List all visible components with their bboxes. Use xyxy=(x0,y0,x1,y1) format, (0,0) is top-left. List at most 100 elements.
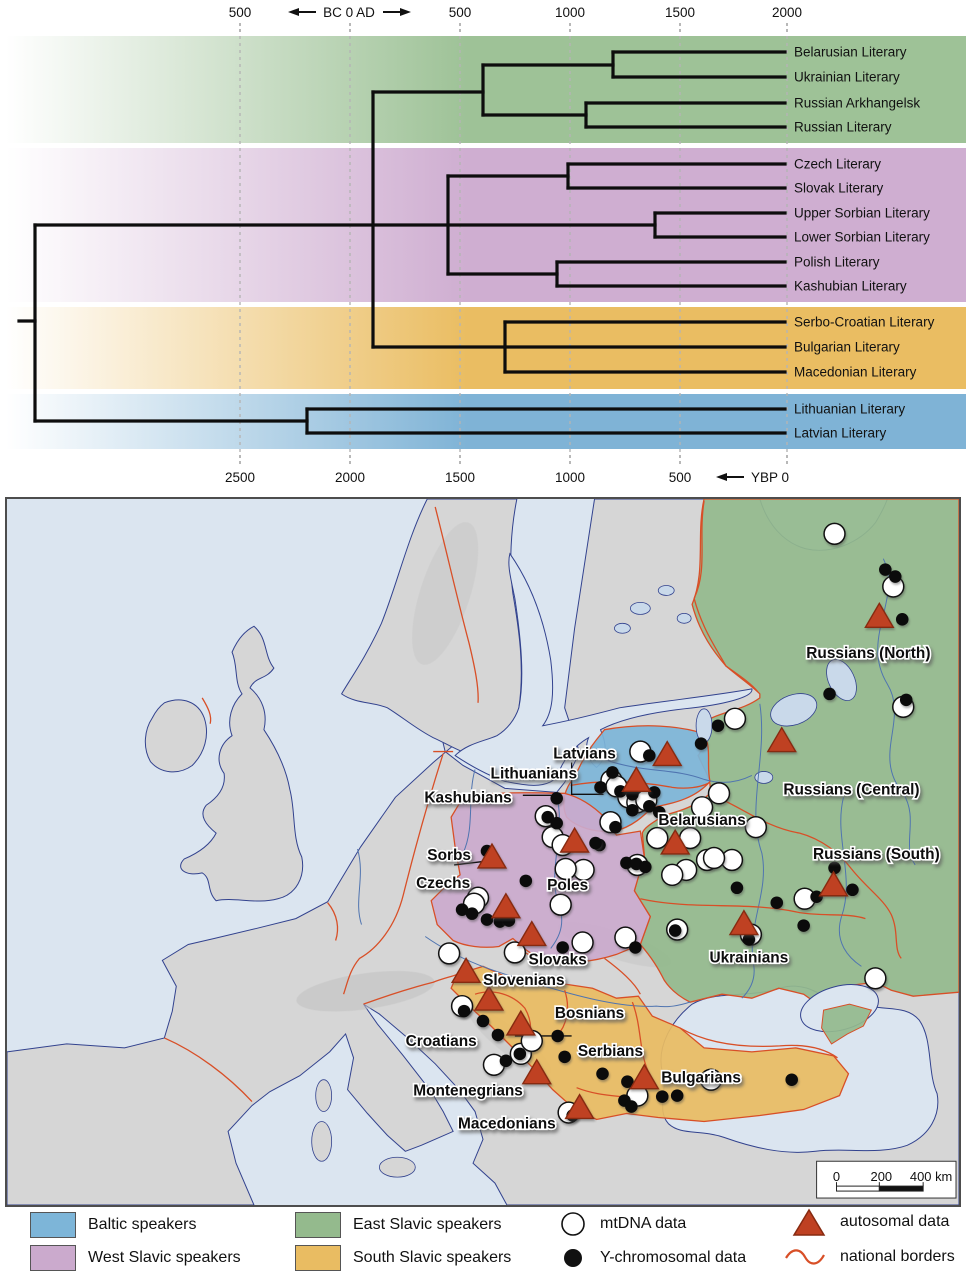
autosomal-marker xyxy=(660,828,691,855)
axis-top-tick-label: 2000 xyxy=(772,5,802,20)
population-label: Sorbs xyxy=(427,847,471,864)
rivers xyxy=(357,558,916,1008)
land-ireland xyxy=(144,699,208,773)
tree-leaf-label: Polish Literary xyxy=(794,255,880,270)
tree-leaf-label: Belarusian Literary xyxy=(794,45,907,60)
ad-arrow-right-icon xyxy=(383,8,411,16)
y-chromosomal-marker xyxy=(823,687,836,701)
population-label: Latvians xyxy=(553,746,616,763)
y-chromosomal-marker xyxy=(668,924,682,937)
autosomal-marker xyxy=(766,726,797,753)
y-chromosomal-marker xyxy=(648,786,661,799)
mtdna-marker xyxy=(554,857,577,881)
autosomal-marker xyxy=(521,1058,552,1085)
mtdna-marker xyxy=(699,1068,723,1091)
tree-leaf-label: Kashubian Literary xyxy=(794,279,907,294)
europe-map: Russians (North) Russians (Central) Russia… xyxy=(7,499,959,1205)
population-label: Ukrainians xyxy=(709,949,788,966)
south-slavic-swatch-icon xyxy=(295,1245,341,1271)
legend-label: East Slavic speakers xyxy=(353,1216,502,1233)
legend-item-mtdna: mtDNA data xyxy=(558,1210,686,1238)
label-pointer-line xyxy=(570,762,604,795)
population-label: Belarusians xyxy=(658,812,745,829)
population-label: Russians (South) xyxy=(813,846,940,863)
y-chromosomal-marker xyxy=(465,907,479,920)
tree-leaf-label: Russian Literary xyxy=(794,120,892,135)
tree-axis-bottom: YBP 0 2500 2000 1500 1000 500 xyxy=(225,470,789,485)
y-chromosomal-marker xyxy=(519,874,533,888)
axis-top-tick-label: 500 xyxy=(449,5,472,20)
island-corsica xyxy=(315,1079,333,1112)
legend-label: autosomal data xyxy=(840,1213,950,1230)
population-label: Slovaks xyxy=(529,951,587,968)
y-chromosomal-marker xyxy=(550,816,563,830)
land-britain xyxy=(180,625,304,902)
population-label: Montenegrians xyxy=(413,1083,523,1100)
population-label: Kashubians xyxy=(424,789,511,806)
mtdna-marker xyxy=(503,941,527,964)
tree-axis-top: BC 0 AD 500 500 1000 1500 2000 xyxy=(229,5,802,20)
y-chromosomal-marker xyxy=(480,913,494,926)
y-chromosomal-marker xyxy=(551,1029,564,1043)
autosomal-marker xyxy=(476,842,508,869)
y-chromosomal-marker xyxy=(730,881,744,895)
y-chromosomal-marker xyxy=(621,1075,634,1088)
tree-leaf-label: Latvian Literary xyxy=(794,426,887,441)
autosomal-marker xyxy=(629,1063,660,1090)
west-slavic-swatch-icon xyxy=(30,1245,76,1271)
mtdna-marker xyxy=(614,926,637,949)
scale-0: 0 xyxy=(833,1169,840,1184)
tree-leaf-label: Lower Sorbian Literary xyxy=(794,230,930,245)
mtdna-marker xyxy=(744,815,768,839)
region-crimea xyxy=(821,1003,873,1045)
population-label: Macedonians xyxy=(458,1115,556,1132)
baltic-swatch-icon xyxy=(30,1212,76,1238)
axis-bottom-tick-label: 1500 xyxy=(445,470,475,485)
y-chromosomal-marker xyxy=(455,903,469,916)
ybp-arrow-left-icon xyxy=(716,473,744,481)
mtdna-marker xyxy=(571,931,594,954)
y-chromosomal-marker xyxy=(594,781,607,794)
autosomal-marker xyxy=(505,1009,536,1036)
axis-top-tick-label: 1000 xyxy=(555,5,585,20)
tree-leaf-label: Macedonian Literary xyxy=(794,365,917,380)
population-label: Poles xyxy=(547,877,588,894)
legend-label: national borders xyxy=(840,1248,955,1265)
legend-label: Y-chromosomal data xyxy=(600,1249,747,1266)
y-chromosomal-marker xyxy=(711,719,725,732)
legend-item-east-slavic: East Slavic speakers xyxy=(295,1212,502,1238)
y-chromosomal-marker xyxy=(670,1089,684,1102)
y-chromosomal-marker xyxy=(828,861,841,875)
autosomal-marker xyxy=(450,957,482,983)
y-chromosomal-marker xyxy=(513,1047,527,1061)
legend-label: West Slavic speakers xyxy=(88,1249,241,1266)
population-label: Slovenians xyxy=(483,972,564,989)
y-chromosomal-marker xyxy=(879,563,892,576)
island-sardinia xyxy=(311,1121,333,1162)
tree-leaf-labels: Belarusian Literary Ukrainian Literary Rus… xyxy=(794,45,935,441)
y-chromosomal-marker xyxy=(589,836,602,850)
autosomal-marker xyxy=(818,870,849,897)
y-chromosomal-marker xyxy=(895,613,909,626)
y-chromosomal-marker xyxy=(888,570,902,583)
mtdna-circle-icon xyxy=(561,1212,585,1236)
y-chromosomal-marker xyxy=(655,1090,669,1103)
mtdna-marker xyxy=(437,942,461,965)
mtdna-marker xyxy=(823,522,846,545)
lakes xyxy=(614,585,857,784)
autosomal-marker xyxy=(516,920,547,947)
population-label: Croatians xyxy=(406,1033,477,1050)
y-chromosomal-marker xyxy=(797,919,810,932)
y-chromosomal-marker xyxy=(785,1073,798,1086)
scale-400km: 400 km xyxy=(910,1169,952,1184)
y-chromosomal-marker xyxy=(596,1067,609,1081)
population-label: Lithuanians xyxy=(491,765,578,782)
mtdna-marker xyxy=(549,893,572,916)
language-tree-panel: Belarusian Literary Ukrainian Literary Rus… xyxy=(6,5,966,485)
bc-arrow-left-icon xyxy=(288,8,316,16)
y-chromosomal-marker xyxy=(810,890,823,904)
legend-item-autosomal: autosomal data xyxy=(790,1206,949,1238)
y-chromosomal-marker xyxy=(626,803,639,817)
y-chromosomal-marker xyxy=(770,896,784,909)
